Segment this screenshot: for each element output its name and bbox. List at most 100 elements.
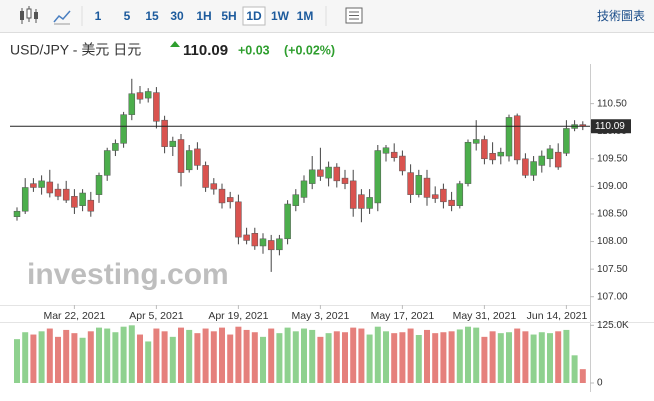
volume-tick-label: 0 xyxy=(597,378,603,389)
interval-button[interactable]: 1M xyxy=(297,9,314,23)
volume-bar xyxy=(481,336,488,383)
interval-button[interactable]: 30 xyxy=(170,9,184,23)
interval-button[interactable]: 15 xyxy=(145,9,159,23)
candle-body xyxy=(366,197,373,209)
volume-bar xyxy=(366,334,373,383)
candle-body xyxy=(235,201,242,238)
volume-bar xyxy=(358,328,365,383)
volume-bar xyxy=(301,328,307,383)
volume-bar xyxy=(497,333,504,383)
volume-bar xyxy=(448,331,455,383)
candle-body xyxy=(317,169,324,177)
y-tick-label: 109.50 xyxy=(597,153,628,164)
volume-bar xyxy=(407,328,414,383)
volume-bar xyxy=(473,327,480,383)
candle-body xyxy=(79,192,86,206)
volume-bar xyxy=(579,369,586,383)
candle-body xyxy=(464,141,472,184)
candle-body xyxy=(538,155,546,166)
volume-bar xyxy=(251,332,258,383)
volume-bar xyxy=(325,333,332,383)
volume-bar xyxy=(399,332,406,383)
volume-bar xyxy=(440,332,447,383)
volume-bar xyxy=(547,333,553,383)
candle-body xyxy=(522,158,529,176)
y-tick-label: 107.50 xyxy=(597,264,628,275)
chart-link[interactable]: 技術圖表 xyxy=(597,9,645,23)
candle-body xyxy=(259,238,267,247)
candle-body xyxy=(456,183,464,206)
candle-body xyxy=(431,194,439,199)
interval-button[interactable]: 1 xyxy=(95,9,102,23)
volume-bar xyxy=(555,331,562,383)
volume-bar xyxy=(55,336,61,383)
interval-button[interactable]: 5H xyxy=(221,9,236,23)
candle-body xyxy=(177,139,185,173)
candle-body xyxy=(194,148,201,166)
volume-bar xyxy=(120,326,127,383)
toolbar-bg xyxy=(0,0,654,32)
volume-bar xyxy=(415,335,422,383)
volume-bar xyxy=(383,331,389,383)
line-icon[interactable] xyxy=(53,10,71,25)
volume-bar xyxy=(186,329,193,383)
candle-body xyxy=(349,180,357,209)
table-icon[interactable] xyxy=(345,7,363,24)
candle-body xyxy=(407,172,414,195)
candle-body xyxy=(325,166,332,179)
candle-body xyxy=(341,177,349,184)
y-tick-label: 108.00 xyxy=(597,236,628,247)
candle-body xyxy=(210,183,218,190)
candle-body xyxy=(30,183,37,188)
last-price-label: 110.09 xyxy=(595,121,625,132)
candle-body xyxy=(71,196,78,208)
candle-body xyxy=(136,92,144,100)
interval-button[interactable]: 1H xyxy=(196,9,211,23)
candle-body xyxy=(530,161,537,176)
candle-body xyxy=(153,92,160,122)
candle-body xyxy=(497,151,505,157)
candle-body xyxy=(120,114,127,144)
candle-body xyxy=(38,180,45,188)
candle-body xyxy=(399,155,406,172)
volume-bar xyxy=(424,329,430,383)
x-tick-label: Apr 19, 2021 xyxy=(208,310,268,322)
candle-body xyxy=(358,194,365,209)
candle-body xyxy=(300,180,308,198)
volume-bar xyxy=(284,327,291,383)
candle-body xyxy=(472,139,480,144)
volume-tick-label: 125.0K xyxy=(597,320,629,331)
volume-bar xyxy=(317,336,324,383)
candle-body xyxy=(62,188,70,201)
volume-bar xyxy=(104,328,111,383)
volume-bar xyxy=(342,332,348,383)
volume-bar xyxy=(235,326,242,383)
candle-icon[interactable] xyxy=(20,6,38,24)
volume-bar xyxy=(260,336,266,383)
interval-button[interactable]: 5 xyxy=(124,9,131,23)
candle-body xyxy=(489,153,496,161)
volume-bar xyxy=(14,339,20,383)
candle-body xyxy=(128,93,136,115)
candle-body xyxy=(103,150,111,176)
volume-bar xyxy=(456,329,463,383)
volume-bar xyxy=(128,325,135,383)
candle-body xyxy=(95,175,103,195)
candle-body xyxy=(218,188,226,204)
candle-body xyxy=(87,199,95,212)
interval-button[interactable]: 1D xyxy=(246,9,262,23)
volume-bar xyxy=(169,336,176,383)
volume-bar xyxy=(38,331,45,383)
interval-button[interactable]: 1W xyxy=(271,9,290,23)
volume-bar xyxy=(538,332,545,383)
volume-bar xyxy=(79,337,86,383)
volume-bar xyxy=(243,329,250,383)
volume-bar xyxy=(63,329,70,383)
volume-bar xyxy=(145,341,152,383)
candle-body xyxy=(390,151,398,158)
candle-body xyxy=(292,194,300,206)
volume-bar xyxy=(30,334,37,383)
x-tick-label: Apr 5, 2021 xyxy=(129,310,183,322)
volume-bar xyxy=(46,328,53,383)
candle-body xyxy=(54,188,62,197)
